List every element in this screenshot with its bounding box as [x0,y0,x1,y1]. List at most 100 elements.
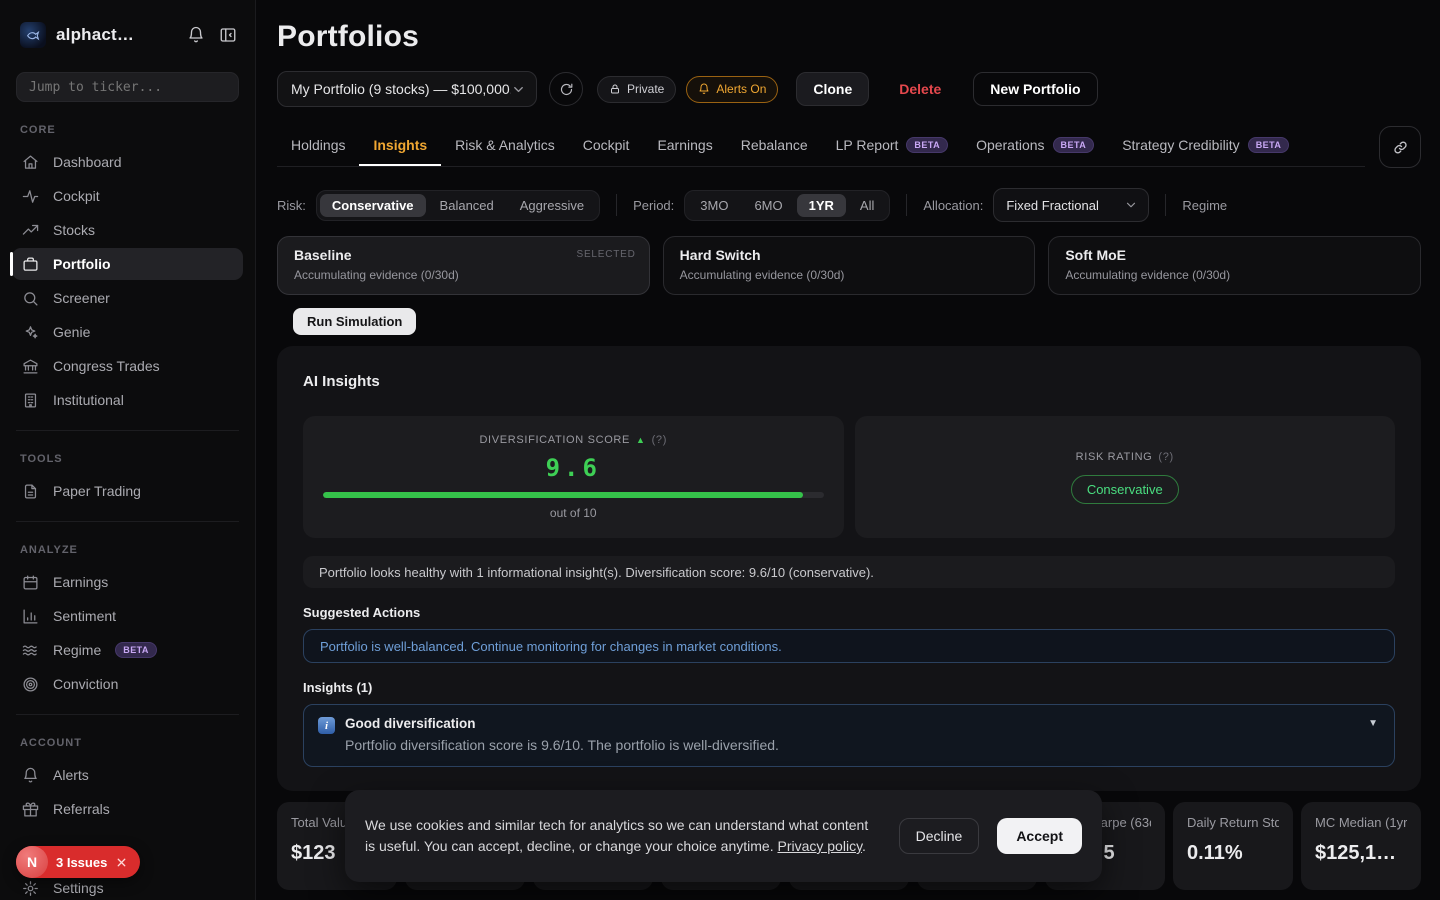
period-option-6mo[interactable]: 6MO [754,197,783,213]
strategy-card-baseline[interactable]: Baseline Accumulating evidence (0/30d) S… [277,236,650,295]
tab-strategy-credibility[interactable]: Strategy Credibility BETA [1108,127,1303,166]
tab-rebalance[interactable]: Rebalance [740,137,808,153]
divider [906,194,908,216]
private-badge[interactable]: Private [597,75,677,103]
app-title: alphact… [56,25,135,44]
jump-to-ticker-search[interactable] [16,72,239,102]
insight-description: Portfolio diversification score is 9.6/1… [345,737,779,753]
collapse-panel-icon[interactable] [217,24,239,46]
new-portfolio-button[interactable]: New Portfolio [973,72,1098,106]
tab-bar: Holdings Insights Risk & Analytics Cockp… [277,127,1365,167]
refresh-button[interactable] [549,72,583,106]
app-logo [20,22,46,48]
clone-button[interactable]: Clone [796,72,870,106]
refresh-icon [560,83,572,95]
sidebar-item-congress-trades[interactable]: Congress Trades [12,350,243,382]
risk-option-balanced[interactable]: Balanced [439,197,494,213]
help-icon[interactable]: (?) [1158,450,1174,463]
beta-badge: BETA [1247,137,1290,153]
strategy-cards: Baseline Accumulating evidence (0/30d) S… [277,236,1422,295]
tab-cockpit[interactable]: Cockpit [582,137,630,153]
sidebar-item-alerts[interactable]: Alerts [12,759,243,791]
insight-row-good-diversification[interactable]: i Good diversification Portfolio diversi… [303,704,1395,767]
tab-insights[interactable]: Insights [359,127,441,166]
accept-button[interactable]: Accept [997,818,1082,854]
risk-label: Risk: [277,197,306,213]
close-icon[interactable] [115,856,128,869]
insights-list-title: Insights (1) [303,680,373,695]
tab-operations[interactable]: Operations BETA [962,127,1108,166]
sidebar-item-dashboard[interactable]: Dashboard [12,146,243,178]
sidebar-item-conviction[interactable]: Conviction [12,668,243,700]
filters-row: Risk: Conservative Balanced Aggressive P… [277,188,1421,222]
risk-option-conservative[interactable]: Conservative [319,193,426,217]
period-option-1yr[interactable]: 1YR [796,193,846,217]
tab-holdings[interactable]: Holdings [291,137,346,153]
beta-badge: BETA [906,137,949,153]
risk-rating-label: RISK RATING [1075,450,1153,463]
portfolio-selector[interactable]: My Portfolio (9 stocks) — $100,000.0 [277,71,537,107]
sidebar-item-settings[interactable]: Settings [12,872,243,900]
tab-risk-analytics[interactable]: Risk & Analytics [455,137,555,153]
decline-button[interactable]: Decline [898,818,980,854]
divider [16,430,239,431]
sidebar-item-paper-trading[interactable]: Paper Trading [12,475,243,507]
ai-insights-panel: AI Insights DIVERSIFICATION SCORE ▲ (?) … [277,346,1421,791]
page-title: Portfolios [277,20,419,53]
portfolio-controls: My Portfolio (9 stocks) — $100,000.0 Pri… [277,71,1421,107]
sidebar-item-genie[interactable]: Genie [12,316,243,348]
risk-option-aggressive[interactable]: Aggressive [519,197,585,213]
section-core: CORE [20,124,56,136]
stat-mc-median: MC Median (1yr) $125,1… [1301,802,1421,890]
gift-icon [22,801,39,817]
share-link-button[interactable] [1379,126,1421,168]
suggested-actions-title: Suggested Actions [303,605,421,620]
risk-rating-badge: Conservative [1070,474,1179,504]
help-icon[interactable]: (?) [651,434,668,446]
cookie-banner: We use cookies and similar tech for anal… [345,790,1102,882]
allocation-selector[interactable]: Fixed Fractional [993,188,1150,222]
target-icon [23,676,38,692]
bell-icon [699,83,709,94]
divider [616,194,618,216]
sidebar-item-sentiment[interactable]: Sentiment [12,600,243,632]
risk-rating-card: RISK RATING (?) Conservative [854,416,1395,538]
beta-badge: BETA [1052,137,1095,153]
sidebar-item-institutional[interactable]: Institutional [12,384,243,416]
period-label: Period: [633,197,675,213]
regime-label: Regime [1182,197,1228,213]
sidebar: alphact… CORE Dashboard Cockpit Stocks P… [0,0,256,900]
bell-icon [24,767,37,782]
collapse-caret-icon[interactable]: ▼ [1368,718,1378,729]
notifications-bell-icon[interactable] [185,24,207,46]
run-simulation-button[interactable]: Run Simulation [293,308,417,335]
sidebar-item-stocks[interactable]: Stocks [12,214,243,246]
sidebar-item-cockpit[interactable]: Cockpit [12,180,243,212]
delete-button[interactable]: Delete [883,72,957,106]
tab-lp-report[interactable]: LP Report BETA [822,127,962,166]
chevron-down-icon [1127,202,1136,208]
sidebar-item-screener[interactable]: Screener [12,282,243,314]
section-analyze: ANALYZE [20,544,78,556]
info-icon: i [318,717,335,734]
divider [16,714,239,715]
sparkles-icon [25,325,38,338]
strategy-card-soft-moe[interactable]: Soft MoE Accumulating evidence (0/30d) [1048,236,1422,295]
allocation-label: Allocation: [923,197,984,213]
diversification-score-label: DIVERSIFICATION SCORE [479,434,631,446]
diversification-score-value: 9.6 [545,454,601,482]
privacy-policy-link[interactable]: Privacy policy [777,838,863,854]
sidebar-item-portfolio[interactable]: Portfolio [10,248,243,280]
search-input[interactable] [29,79,226,95]
tab-earnings[interactable]: Earnings [657,137,713,153]
period-option-3mo[interactable]: 3MO [700,197,729,213]
issues-badge[interactable]: N 3 Issues [16,846,141,878]
sidebar-item-earnings[interactable]: Earnings [12,566,243,598]
period-option-all[interactable]: All [859,197,875,213]
issues-count: 3 Issues [56,854,108,870]
bar-chart-icon [23,608,38,624]
sidebar-item-regime[interactable]: Regime BETA [12,634,243,666]
strategy-card-hard-switch[interactable]: Hard Switch Accumulating evidence (0/30d… [662,236,1036,295]
sidebar-item-referrals[interactable]: Referrals [12,793,243,825]
alerts-on-badge[interactable]: Alerts On [686,75,779,103]
